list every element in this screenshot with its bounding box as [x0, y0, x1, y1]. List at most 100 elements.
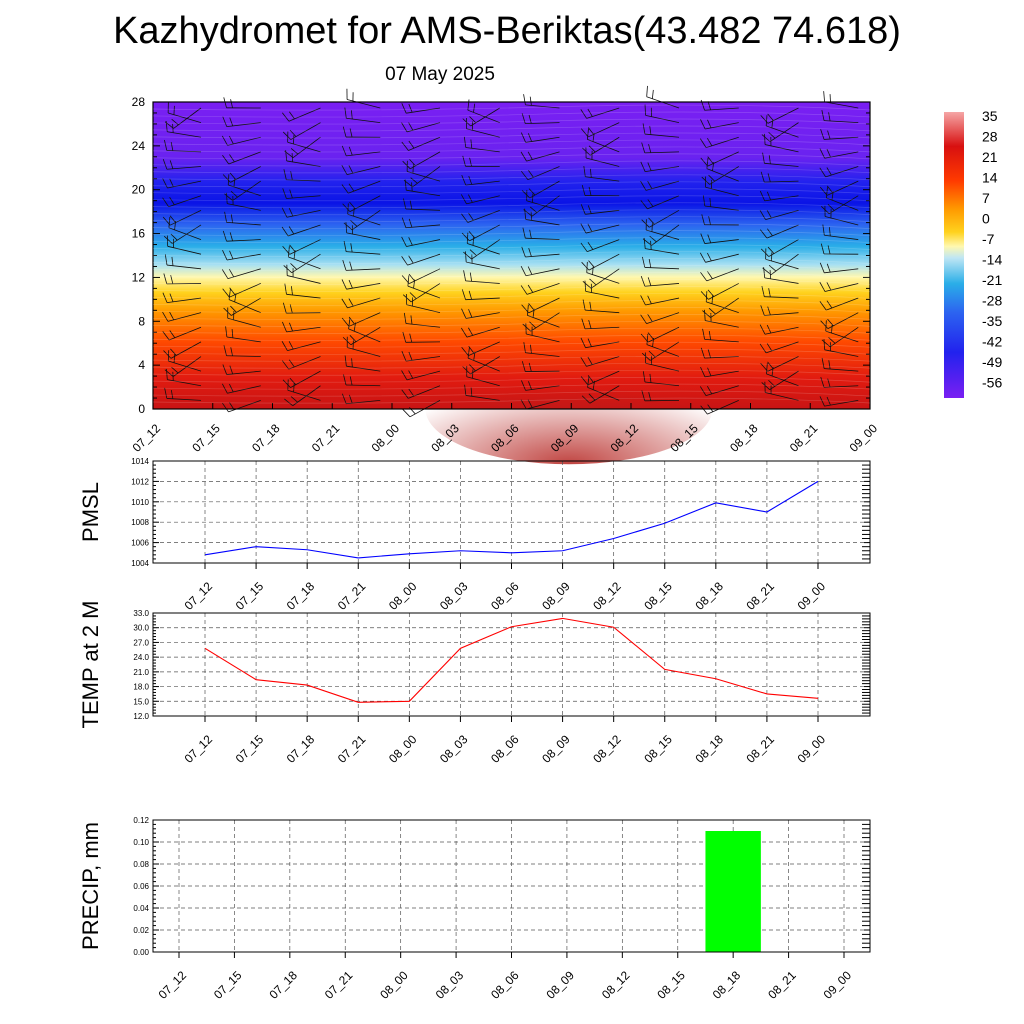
contour-line: [152, 146, 871, 153]
wind-barb: [343, 240, 381, 255]
wind-barb: [401, 351, 441, 362]
x-tick-label: 07_21: [309, 421, 343, 455]
x-tick-label: 08_18: [692, 579, 726, 613]
wind-barb: [580, 122, 620, 138]
barb-flag: [647, 295, 652, 304]
barb-flag: [402, 294, 412, 303]
contour-line: [152, 321, 871, 327]
x-tick-label: 08_15: [641, 579, 675, 613]
barb-flag: [466, 232, 469, 244]
barb-flag: [768, 379, 776, 387]
barb-flag: [353, 207, 355, 217]
barb-flag: [408, 351, 413, 361]
wind-barb: [824, 205, 859, 226]
barb-flag: [580, 376, 589, 386]
barb-flag: [761, 286, 765, 297]
barb-flag: [700, 233, 706, 244]
barb-flag: [352, 340, 354, 350]
barb-flag: [521, 246, 526, 258]
wind-barb: [587, 376, 620, 401]
wind-barb: [221, 135, 261, 146]
barb-flag: [647, 314, 653, 322]
wind-barb: [640, 295, 680, 306]
wind-barb: [462, 155, 500, 167]
barb-flag: [169, 215, 176, 223]
barb-flag: [699, 252, 706, 263]
y-tick-label: 0.12: [133, 816, 149, 825]
barb-flag: [820, 243, 825, 255]
barb-flag: [826, 263, 831, 273]
barb-flag: [768, 155, 771, 164]
contour-line: [152, 118, 871, 125]
contour-line: [152, 376, 871, 383]
barb-flag: [651, 89, 654, 99]
y-tick-label: 0.04: [133, 904, 149, 913]
wind-barb: [341, 145, 381, 157]
x-tick-label: 08_06: [488, 968, 522, 1002]
barb-flag: [282, 302, 287, 314]
barb-flag: [708, 174, 716, 182]
wind-barb: [460, 194, 500, 205]
barb-flag: [759, 324, 766, 335]
barb-flag: [408, 370, 414, 379]
barb-flag: [408, 237, 413, 246]
wind-barb: [284, 283, 321, 299]
chart-subtitle: 07 May 2025: [385, 64, 495, 85]
chart-title: Kazhydromet for AMS-Beriktas(43.482 74.6…: [113, 10, 901, 52]
barb-flag: [284, 283, 287, 295]
wind-barb: [580, 356, 620, 367]
barb-flag: [527, 266, 533, 275]
barb-flag: [349, 376, 353, 386]
x-tick-label: 07_21: [335, 732, 369, 766]
barb-flag: [830, 209, 832, 219]
wind-barb: [823, 339, 859, 357]
wind-barb: [286, 264, 321, 284]
barb-flag: [224, 211, 228, 223]
wind-barb: [403, 312, 441, 328]
barb-flag: [529, 321, 537, 329]
barb-flag: [711, 179, 713, 189]
barb-flag: [233, 178, 236, 187]
barb-flag: [532, 308, 535, 318]
y-tick-label: 16: [132, 227, 146, 241]
barb-flag: [461, 289, 466, 300]
barb-flag: [819, 186, 828, 196]
x-tick-label: 07_12: [130, 421, 164, 455]
wind-barb: [163, 273, 202, 285]
barb-flag: [222, 174, 231, 183]
barb-flag: [284, 398, 293, 407]
barb-flag: [640, 314, 647, 324]
barb-flag: [524, 208, 527, 220]
barb-flag: [700, 271, 708, 282]
barb-flag: [282, 188, 287, 199]
barb-flag: [469, 157, 472, 167]
x-tick-label: 08_21: [765, 968, 799, 1002]
barb-flag: [226, 192, 228, 204]
barb-flag: [581, 318, 586, 330]
wind-barb: [222, 283, 261, 298]
barb-flag: [823, 91, 825, 102]
contour-line: [152, 167, 871, 174]
barb-flag: [642, 256, 646, 268]
barb-flag: [468, 309, 473, 318]
barb-flag: [167, 102, 169, 114]
barb-flag: [826, 300, 833, 309]
wind-barb: [341, 297, 381, 309]
wind-barb: [224, 211, 261, 226]
barb-flag: [163, 273, 168, 284]
wind-barb: [341, 312, 381, 327]
barb-flag: [223, 97, 227, 108]
contour-line: [152, 390, 871, 397]
barb-flag: [705, 176, 706, 188]
wind-barb: [464, 384, 500, 401]
barb-flag: [592, 132, 595, 142]
wind-barb: [760, 239, 799, 257]
barb-flag: [469, 116, 477, 124]
barb-flag: [343, 222, 353, 231]
wind-barb: [402, 151, 441, 170]
barb-flag: [707, 349, 711, 358]
wind-barb: [520, 151, 560, 162]
x-tick-label: 07_12: [182, 732, 216, 766]
barb-flag: [341, 393, 347, 404]
contour-line: [152, 237, 871, 244]
